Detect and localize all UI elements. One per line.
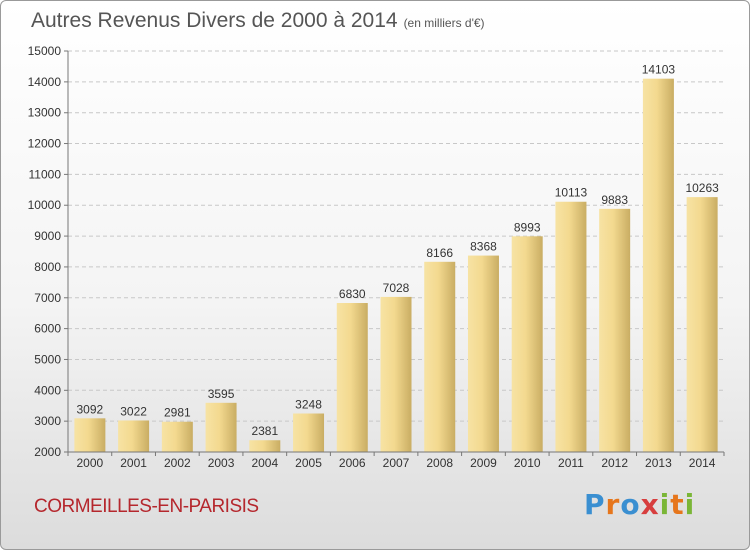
data-label-2005: 3248 [295, 398, 322, 412]
x-tick-label: 2008 [426, 456, 453, 470]
data-label-2007: 7028 [383, 281, 410, 295]
bars [74, 78, 718, 452]
y-tick-label: 2000 [34, 445, 61, 459]
x-tick-label: 2004 [251, 456, 278, 470]
data-label-2014: 10263 [685, 181, 719, 195]
data-label-2001: 3022 [120, 404, 147, 418]
data-label-2011: 10113 [555, 186, 588, 200]
chart-unit-label: (en milliers d'€) [403, 16, 485, 30]
y-tick-label: 14000 [28, 75, 62, 89]
data-label-2004: 2381 [251, 424, 278, 438]
data-labels: 3092 3022 2981 3595 2381 3248 6830 7028 8166 8368… [77, 63, 720, 439]
x-tick-label: 2009 [470, 456, 497, 470]
data-label-2003: 3595 [208, 387, 235, 401]
x-tick-label: 2003 [208, 456, 235, 470]
x-tick-label: 2014 [689, 456, 716, 470]
y-tick-label: 11000 [29, 167, 62, 181]
data-label-2006: 6830 [339, 287, 366, 301]
y-tick-label: 13000 [28, 106, 62, 120]
data-label-2000: 3092 [77, 402, 104, 416]
bar-2006 [336, 303, 368, 452]
data-label-2013: 14103 [642, 63, 676, 77]
data-label-2008: 8166 [426, 246, 453, 260]
x-tick-label: 2012 [601, 456, 628, 470]
chart-title-text: Autres Revenus Divers de 2000 à 2014 [31, 9, 398, 32]
x-tick-label: 2002 [164, 456, 191, 470]
bar-2010 [511, 236, 543, 452]
bar-2007 [380, 296, 412, 452]
y-tick-label: 8000 [34, 260, 61, 274]
bar-2014 [686, 197, 718, 452]
data-label-2002: 2981 [164, 406, 191, 420]
bar-2001 [118, 420, 150, 452]
bar-2009 [467, 255, 499, 452]
data-label-2009: 8368 [470, 240, 497, 254]
x-tick-label: 2000 [77, 456, 104, 470]
data-label-2010: 8993 [514, 220, 541, 234]
y-tick-label: 9000 [34, 229, 61, 243]
x-tick-label: 2007 [383, 456, 410, 470]
x-tick-label: 2005 [295, 456, 322, 470]
axes [67, 51, 724, 453]
x-tick-label: 2011 [558, 456, 584, 470]
chart-title: Autres Revenus Divers de 2000 à 2014 (en … [31, 9, 485, 33]
bar-2012 [599, 208, 631, 452]
bar-2002 [161, 421, 193, 452]
place-name: CORMEILLES-EN-PARISIS [34, 496, 259, 517]
y-tick-label: 3000 [34, 414, 61, 428]
y-tick-label: 7000 [34, 291, 61, 305]
x-tick-label: 2001 [120, 456, 147, 470]
bar-2005 [293, 413, 325, 452]
data-label-2012: 9883 [601, 193, 628, 207]
y-tick-label: 5000 [34, 352, 61, 366]
y-tick-label: 12000 [28, 137, 62, 151]
y-tick-label: 15000 [28, 44, 62, 58]
proxiti-logo: Proxiti [584, 488, 696, 521]
x-tick-label: 2006 [339, 456, 366, 470]
bar-2004 [249, 440, 281, 452]
x-axis-tick-labels: 2000 2001 2002 2003 2004 2005 2006 2007 2008 2009… [67, 452, 725, 470]
x-tick-label: 2010 [514, 456, 541, 470]
x-tick-label: 2013 [645, 456, 672, 470]
y-tick-label: 6000 [34, 322, 61, 336]
bar-2013 [642, 78, 674, 452]
y-tick-label: 10000 [28, 198, 62, 212]
bar-2011 [555, 201, 587, 452]
bar-2008 [424, 261, 456, 452]
y-tick-label: 4000 [34, 383, 61, 397]
bar-2003 [205, 402, 237, 452]
y-axis-tick-labels: 2000 3000 4000 5000 6000 7000 8000 9000 10000 110… [28, 44, 68, 459]
bar-2000 [74, 418, 106, 452]
